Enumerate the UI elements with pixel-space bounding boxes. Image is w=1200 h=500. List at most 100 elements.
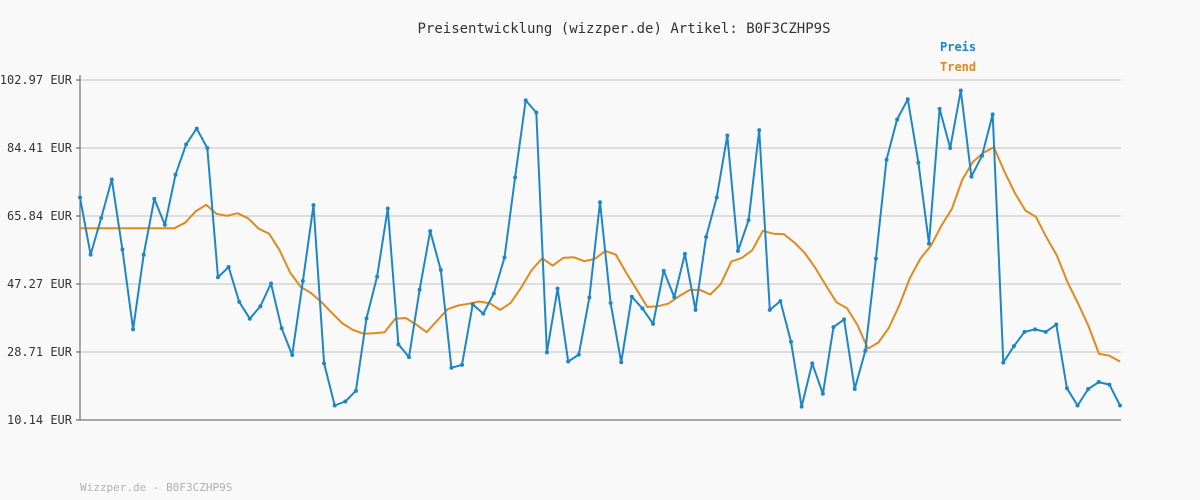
price-point [311, 203, 316, 208]
price-point [513, 175, 518, 180]
price-point [884, 157, 889, 162]
price-point [651, 321, 656, 326]
price-point [757, 128, 762, 133]
price-point [926, 241, 931, 246]
price-point [725, 133, 730, 138]
price-point [873, 256, 878, 261]
price-point [1118, 403, 1122, 408]
price-point [375, 274, 380, 279]
price-point [576, 352, 581, 357]
price-point [1086, 387, 1091, 392]
price-point [173, 172, 178, 177]
price-point [990, 112, 995, 117]
price-point [1022, 329, 1027, 334]
price-point [587, 295, 592, 300]
price-point [449, 365, 454, 370]
price-point [78, 195, 82, 200]
price-point [290, 352, 295, 357]
price-point [937, 106, 942, 111]
price-point [704, 235, 709, 240]
chart-title: Preisentwicklung (wizzper.de) Artikel: B… [417, 21, 830, 37]
y-tick-label: 102.97 EUR [0, 73, 73, 87]
price-point [948, 146, 953, 151]
price-point [916, 160, 921, 165]
price-point [109, 177, 114, 182]
price-point [523, 98, 528, 103]
price-point [831, 325, 836, 330]
price-point [1011, 344, 1016, 349]
y-axis-ticks: 10.14 EUR 28.71 EUR 47.27 EUR 65.84 EUR 84.4… [0, 73, 80, 427]
price-point [619, 360, 624, 365]
price-point [332, 403, 337, 408]
price-point [269, 281, 274, 286]
price-point [544, 350, 549, 355]
price-point [279, 326, 284, 331]
price-point [714, 195, 719, 200]
y-tick-label: 10.14 EUR [7, 413, 73, 427]
legend-price-label: Preis [940, 40, 976, 54]
price-point [88, 252, 93, 257]
price-point [194, 126, 199, 131]
price-point [1054, 322, 1059, 327]
price-point [184, 142, 189, 147]
price-point [735, 248, 740, 253]
price-point [1096, 380, 1101, 385]
price-point [152, 196, 157, 201]
price-point [555, 286, 560, 291]
price-point [258, 304, 263, 309]
price-point [460, 362, 465, 367]
footer-credit: Wizzper.de - B0F3CZHP9S [80, 481, 232, 494]
price-point [661, 268, 666, 273]
price-point [131, 327, 136, 332]
price-point [438, 267, 443, 272]
price-point [300, 278, 305, 283]
price-point [491, 291, 496, 296]
price-point [810, 361, 815, 366]
price-point [682, 251, 687, 256]
y-tick-label: 84.41 EUR [7, 141, 73, 155]
price-point [693, 307, 698, 312]
price-point [205, 146, 210, 151]
price-point [162, 222, 167, 227]
price-point [905, 97, 910, 102]
price-point [353, 388, 358, 393]
price-point [1043, 329, 1048, 334]
price-point [364, 316, 369, 321]
price-point [396, 342, 401, 347]
price-point [852, 387, 857, 392]
price-point [863, 348, 868, 353]
price-point [481, 311, 486, 316]
price-point [215, 275, 220, 280]
price-point [820, 391, 825, 396]
price-point [640, 306, 645, 311]
price-point [1064, 386, 1069, 391]
price-point [629, 294, 634, 299]
price-point [980, 153, 985, 158]
price-point [1001, 360, 1006, 365]
price-series-line [79, 89, 1121, 408]
price-point [385, 206, 390, 211]
price-point [226, 265, 231, 270]
price-point [502, 255, 507, 260]
price-point [608, 300, 613, 305]
price-point [343, 399, 348, 404]
price-point [99, 215, 104, 220]
price-point [778, 299, 783, 304]
price-point [566, 359, 571, 364]
series-layer [78, 88, 1122, 409]
price-point [470, 302, 475, 307]
price-point [534, 110, 539, 115]
price-point [895, 117, 900, 122]
price-point [417, 287, 422, 292]
price-point [141, 252, 146, 257]
price-point [120, 247, 125, 252]
price-point [428, 229, 433, 234]
price-point [1033, 327, 1038, 332]
y-tick-label: 47.27 EUR [7, 277, 73, 291]
legend-trend-label: Trend [940, 60, 976, 74]
price-point [746, 218, 751, 223]
y-tick-label: 65.84 EUR [7, 209, 73, 223]
price-point [842, 317, 847, 322]
trend-series-line [80, 146, 1121, 363]
